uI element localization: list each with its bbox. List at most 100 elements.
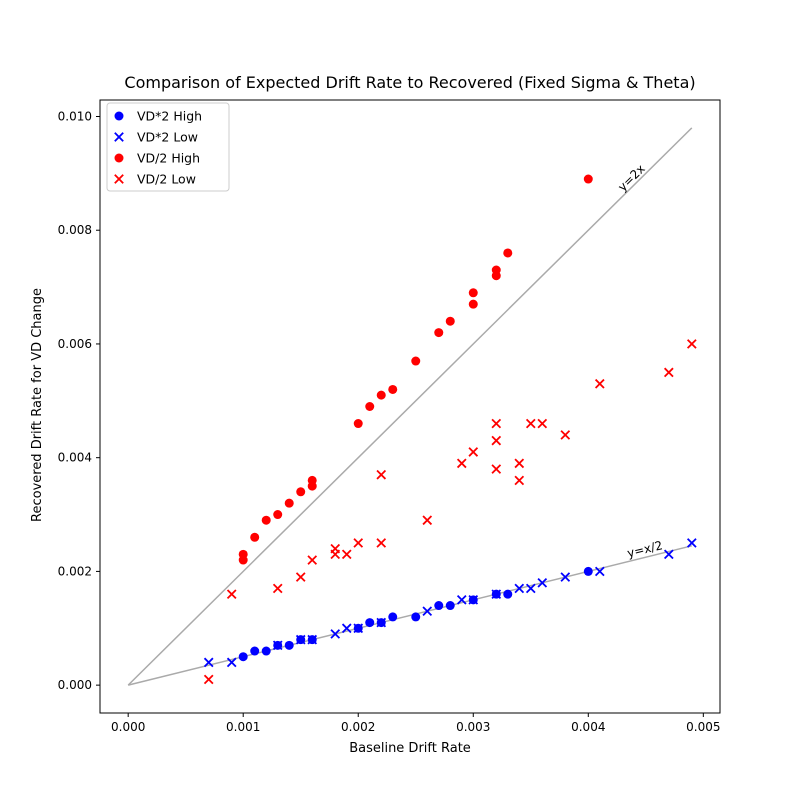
x-tick-label: 0.002 bbox=[341, 720, 375, 734]
data-point bbox=[272, 640, 283, 651]
series-1 bbox=[203, 538, 697, 668]
data-point bbox=[411, 356, 421, 366]
data-point bbox=[376, 538, 387, 548]
data-point bbox=[514, 475, 525, 486]
data-point bbox=[238, 652, 248, 662]
data-point bbox=[388, 384, 398, 394]
data-point bbox=[226, 657, 237, 668]
y-tick-label: 0.002 bbox=[58, 564, 92, 578]
legend-label: VD/2 Low bbox=[137, 172, 196, 187]
data-point bbox=[307, 634, 318, 645]
data-point bbox=[203, 657, 214, 668]
x-tick-label: 0.001 bbox=[226, 720, 260, 734]
data-point bbox=[663, 367, 674, 378]
series-2 bbox=[238, 174, 593, 565]
data-point bbox=[583, 566, 593, 576]
data-point bbox=[284, 640, 294, 650]
data-point bbox=[525, 418, 536, 429]
data-point bbox=[388, 612, 398, 622]
data-point bbox=[491, 464, 502, 474]
data-point bbox=[411, 612, 421, 622]
data-point bbox=[422, 515, 433, 526]
data-point bbox=[491, 418, 502, 429]
data-point bbox=[445, 601, 455, 611]
data-point bbox=[284, 498, 294, 508]
y-tick-label: 0.006 bbox=[58, 337, 92, 351]
data-point bbox=[296, 487, 306, 497]
chart-title: Comparison of Expected Drift Rate to Rec… bbox=[124, 73, 695, 92]
data-point bbox=[365, 618, 375, 628]
data-point bbox=[468, 288, 478, 298]
y-tick-label: 0.008 bbox=[58, 223, 92, 237]
legend-box bbox=[106, 102, 230, 192]
data-point bbox=[353, 623, 364, 634]
data-point bbox=[594, 378, 605, 389]
x-tick-label: 0.004 bbox=[571, 720, 605, 734]
legend-marker bbox=[114, 132, 124, 142]
axes: 0.000 0.001 0.002 0.003 0.004 0.005 0.000 0.002… bbox=[58, 99, 721, 734]
y-axis-label: Recovered Drift Rate for VD Change bbox=[30, 288, 45, 522]
data-point bbox=[514, 583, 525, 594]
legend-label: VD*2 Low bbox=[137, 130, 198, 145]
data-point bbox=[445, 316, 455, 326]
y-tick-label: 0.004 bbox=[58, 451, 92, 465]
data-point bbox=[686, 538, 697, 548]
data-point bbox=[376, 469, 387, 480]
data-point bbox=[273, 510, 283, 520]
data-point bbox=[295, 634, 306, 645]
data-point bbox=[341, 623, 352, 634]
data-point bbox=[456, 595, 467, 605]
data-point bbox=[560, 572, 571, 582]
data-point bbox=[226, 589, 237, 599]
data-point bbox=[376, 617, 387, 628]
data-point bbox=[307, 555, 318, 565]
data-point bbox=[468, 595, 479, 605]
data-point bbox=[238, 549, 248, 559]
data-point bbox=[341, 549, 352, 560]
reference-line-0 bbox=[127, 127, 693, 686]
data-point bbox=[525, 583, 536, 594]
data-point bbox=[434, 601, 444, 611]
data-point bbox=[353, 419, 363, 429]
data-markers bbox=[203, 174, 697, 685]
data-point bbox=[434, 328, 444, 338]
data-point bbox=[686, 339, 697, 349]
y-tick-label: 0.000 bbox=[58, 678, 92, 692]
x-axis-label: Baseline Drift Rate bbox=[349, 741, 471, 756]
data-point bbox=[491, 265, 501, 275]
data-point bbox=[594, 566, 605, 577]
data-point bbox=[330, 543, 341, 554]
legend-marker bbox=[114, 174, 124, 184]
data-point bbox=[330, 629, 341, 639]
data-point bbox=[503, 248, 513, 258]
legend-marker bbox=[114, 153, 124, 163]
data-point bbox=[272, 583, 283, 594]
data-point bbox=[203, 674, 214, 685]
data-point bbox=[261, 646, 271, 656]
data-point bbox=[353, 538, 364, 548]
data-point bbox=[537, 577, 548, 588]
x-tick-label: 0.000 bbox=[111, 720, 145, 734]
data-point bbox=[514, 458, 525, 469]
data-point bbox=[307, 475, 317, 485]
legend-label: VD*2 High bbox=[137, 109, 202, 124]
data-point bbox=[468, 447, 479, 457]
data-point bbox=[261, 515, 271, 525]
data-point bbox=[663, 549, 674, 560]
data-point bbox=[456, 458, 467, 469]
axes-frame bbox=[99, 99, 721, 714]
data-point bbox=[376, 390, 386, 400]
y-tick-label: 0.010 bbox=[58, 109, 92, 123]
legend-marker bbox=[114, 111, 124, 121]
data-point bbox=[250, 532, 260, 542]
series-3 bbox=[203, 339, 697, 685]
data-point bbox=[503, 589, 513, 599]
data-point bbox=[365, 402, 375, 411]
legend-label: VD/2 High bbox=[137, 151, 200, 166]
data-point bbox=[422, 606, 433, 617]
data-point bbox=[583, 174, 593, 184]
data-point bbox=[491, 435, 502, 446]
data-point bbox=[295, 572, 306, 582]
legend: VD*2 High VD*2 Low VD/2 High VD/2 Low bbox=[106, 102, 230, 192]
